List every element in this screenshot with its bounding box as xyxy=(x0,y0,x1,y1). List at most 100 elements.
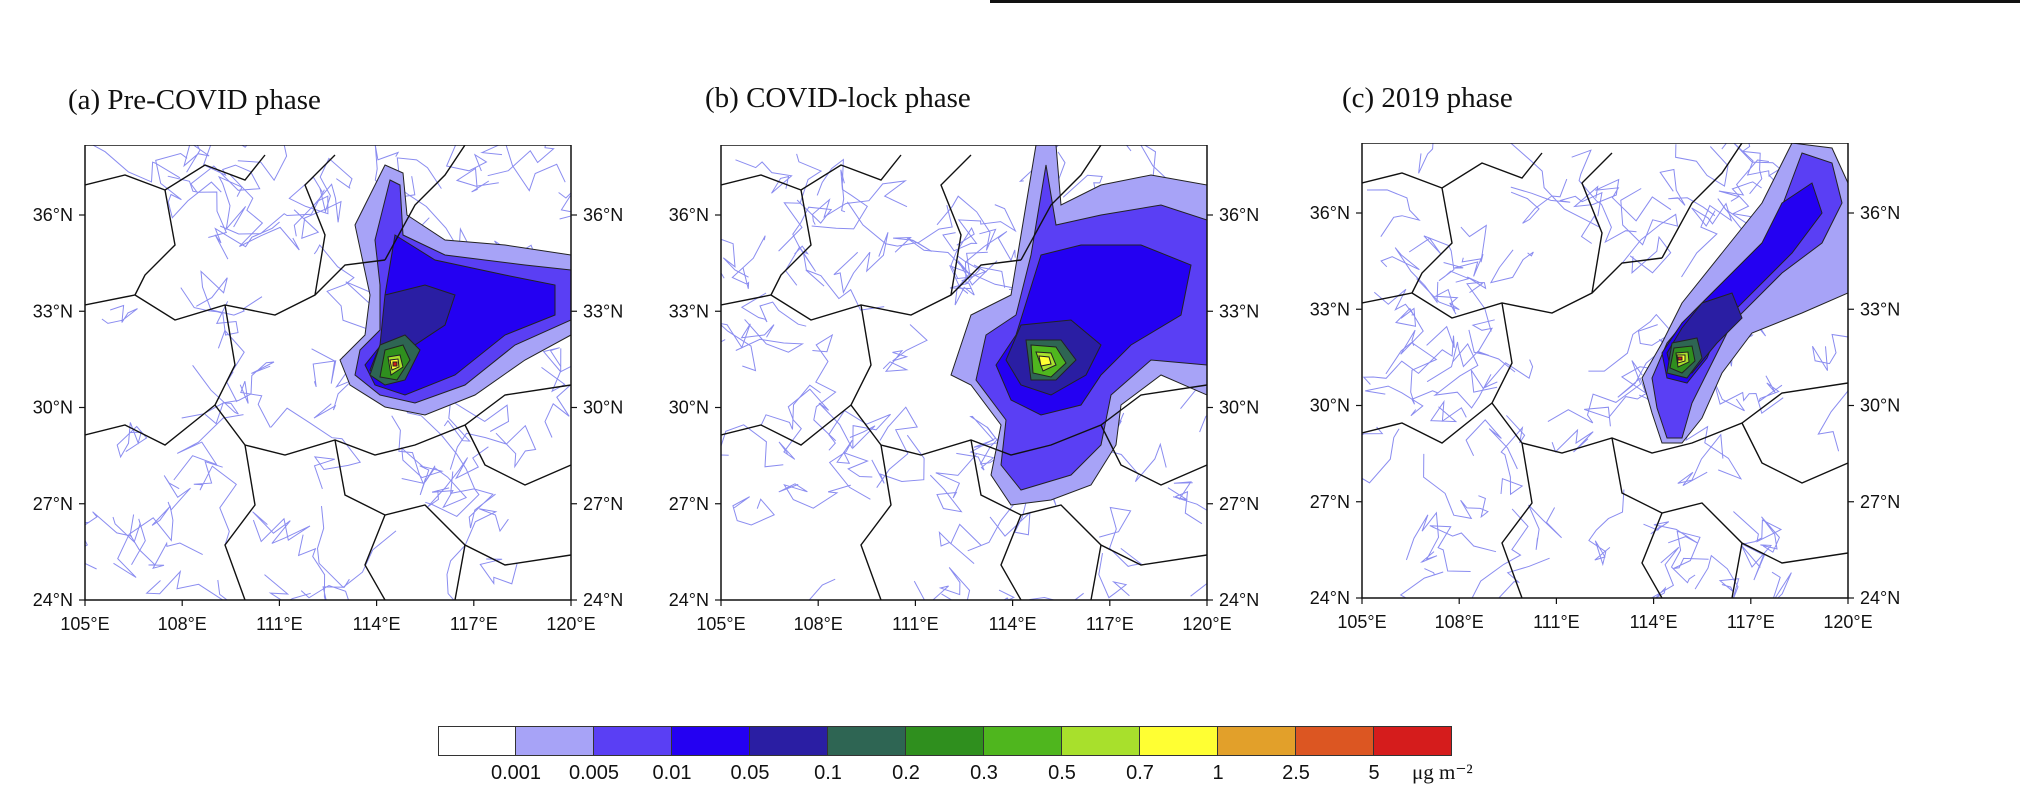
county-boundary xyxy=(1741,516,1780,568)
lat-tick-label: 27°N xyxy=(1860,492,1900,512)
county-boundary xyxy=(1433,342,1492,409)
lon-tick-label: 111°E xyxy=(892,614,939,634)
county-boundary xyxy=(113,505,174,578)
county-boundary xyxy=(1167,487,1207,597)
lat-tick-label: 36°N xyxy=(1310,203,1350,223)
county-boundary xyxy=(1365,385,1424,417)
top-rule xyxy=(990,0,2020,3)
province-boundary xyxy=(224,444,256,600)
county-boundary xyxy=(1173,481,1203,525)
province-boundary xyxy=(1100,424,1207,486)
lon-tick-label: 108°E xyxy=(794,614,843,634)
county-boundary xyxy=(558,192,571,199)
county-boundary xyxy=(721,339,726,343)
county-boundary xyxy=(424,465,468,509)
map-frame xyxy=(84,145,572,601)
province-boundary xyxy=(1581,152,1613,294)
colorbar-tick-label: 5 xyxy=(1368,762,1380,784)
province-boundary xyxy=(1020,145,1102,261)
colorbar-swatch xyxy=(594,726,672,756)
lon-tick-label: 114°E xyxy=(989,614,1037,634)
province-boundary xyxy=(1362,152,1543,189)
province-boundary xyxy=(454,544,466,600)
county-boundary xyxy=(319,157,353,214)
county-boundary xyxy=(1584,388,1659,427)
lon-tick-label: 120°E xyxy=(546,614,595,634)
map-svg: 105°E105°E108°E108°E111°E111°E114°E114°E… xyxy=(1310,143,1900,632)
county-boundary xyxy=(1588,313,1674,372)
county-boundary xyxy=(219,189,325,235)
county-boundary xyxy=(101,304,138,324)
county-boundary xyxy=(794,245,885,311)
colorbar-swatch xyxy=(438,726,516,756)
county-boundary xyxy=(906,204,998,286)
colorbar-swatch xyxy=(672,726,750,756)
lat-tick-label: 27°N xyxy=(1310,492,1350,512)
county-boundary xyxy=(1650,546,1680,598)
county-boundary xyxy=(1416,278,1460,315)
lat-tick-label: 33°N xyxy=(33,301,73,321)
county-boundary xyxy=(112,516,146,565)
county-boundary xyxy=(1466,276,1492,332)
province-boundary xyxy=(1641,512,1663,598)
county-boundary xyxy=(173,414,244,481)
province-boundary xyxy=(384,145,466,261)
county-boundary xyxy=(1694,554,1740,598)
county-boundary xyxy=(1510,186,1603,217)
map-panel-b: 105°E105°E108°E108°E111°E111°E114°E114°E… xyxy=(656,145,1296,685)
county-boundary xyxy=(1104,442,1167,483)
county-boundary xyxy=(1394,307,1424,355)
lon-tick-label: 120°E xyxy=(1182,614,1231,634)
lat-tick-label: 30°N xyxy=(33,398,73,418)
county-boundary xyxy=(1817,390,1848,452)
county-boundary xyxy=(311,348,337,388)
county-boundary xyxy=(882,324,928,372)
lat-tick-label: 24°N xyxy=(1860,588,1900,608)
lat-tick-label: 36°N xyxy=(1219,205,1259,225)
county-boundary xyxy=(1670,530,1709,584)
province-boundary xyxy=(85,154,266,191)
county-boundary xyxy=(778,153,823,252)
county-boundary xyxy=(812,333,837,442)
province-boundary xyxy=(1000,514,1022,600)
lat-tick-label: 36°N xyxy=(669,205,709,225)
lat-tick-label: 24°N xyxy=(669,590,709,610)
province-boundary xyxy=(85,404,216,446)
county-boundary xyxy=(1498,557,1550,598)
lon-tick-label: 117°E xyxy=(450,614,498,634)
county-boundary xyxy=(735,319,805,353)
province-boundary xyxy=(1090,544,1102,600)
county-boundary xyxy=(479,558,518,585)
province-boundary xyxy=(134,189,176,296)
county-boundary xyxy=(1408,235,1471,283)
county-boundary xyxy=(833,232,889,294)
county-boundary xyxy=(449,424,537,470)
colorbar-swatch xyxy=(828,726,906,756)
county-boundary xyxy=(541,347,566,393)
county-boundary xyxy=(391,415,424,484)
county-boundary xyxy=(811,169,868,230)
lat-tick-label: 30°N xyxy=(1219,398,1259,418)
lon-tick-label: 117°E xyxy=(1086,614,1134,634)
county-boundary xyxy=(204,361,275,425)
concentration-contour xyxy=(1677,356,1683,361)
county-boundary xyxy=(1500,415,1526,496)
lon-tick-label: 108°E xyxy=(1435,612,1484,632)
county-boundary xyxy=(196,270,263,316)
lat-tick-label: 24°N xyxy=(1310,588,1350,608)
county-boundary xyxy=(828,409,891,451)
county-boundary xyxy=(1588,489,1625,567)
province-boundary xyxy=(970,439,1207,566)
lat-tick-label: 30°N xyxy=(1860,396,1900,416)
colorbar-swatch xyxy=(516,726,594,756)
province-boundary xyxy=(1411,187,1453,294)
county-boundary xyxy=(846,201,932,253)
province-boundary xyxy=(364,514,386,600)
province-boundary xyxy=(721,259,1022,321)
county-boundary xyxy=(828,439,873,500)
concentration-contour xyxy=(392,361,398,367)
county-boundary xyxy=(950,227,975,280)
colorbar-swatch xyxy=(1374,726,1452,756)
county-boundary xyxy=(1471,319,1516,373)
concentration-contour xyxy=(1038,355,1052,367)
